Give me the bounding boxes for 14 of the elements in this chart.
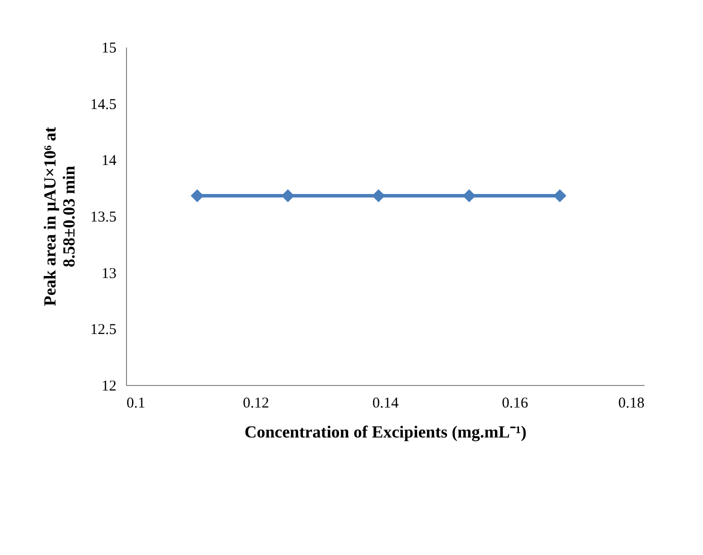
x-tick-label: 0.18 [618,396,644,412]
y-tick-label: 13.5 [90,210,116,226]
y-tick-label: 14.5 [90,96,116,113]
y-tick-label: 12 [102,378,116,394]
y-tick-label: 14 [102,153,117,170]
y-tick-label: 15 [102,40,116,56]
x-tick-label: 0.14 [372,396,400,412]
y-tick-label: 12.5 [90,322,116,338]
y-tick-label: 13 [102,266,116,282]
x-axis-title: Concentration of Excipients (mg.mL⁻¹) [244,422,527,442]
x-tick-label: 0.12 [242,396,270,412]
x-tick-label: 0.16 [502,396,529,412]
x-tick-label: 0.1 [126,396,146,412]
y-axis-title: Peak area in µAU×10⁶ at 8.58±0.03 min [40,126,78,306]
